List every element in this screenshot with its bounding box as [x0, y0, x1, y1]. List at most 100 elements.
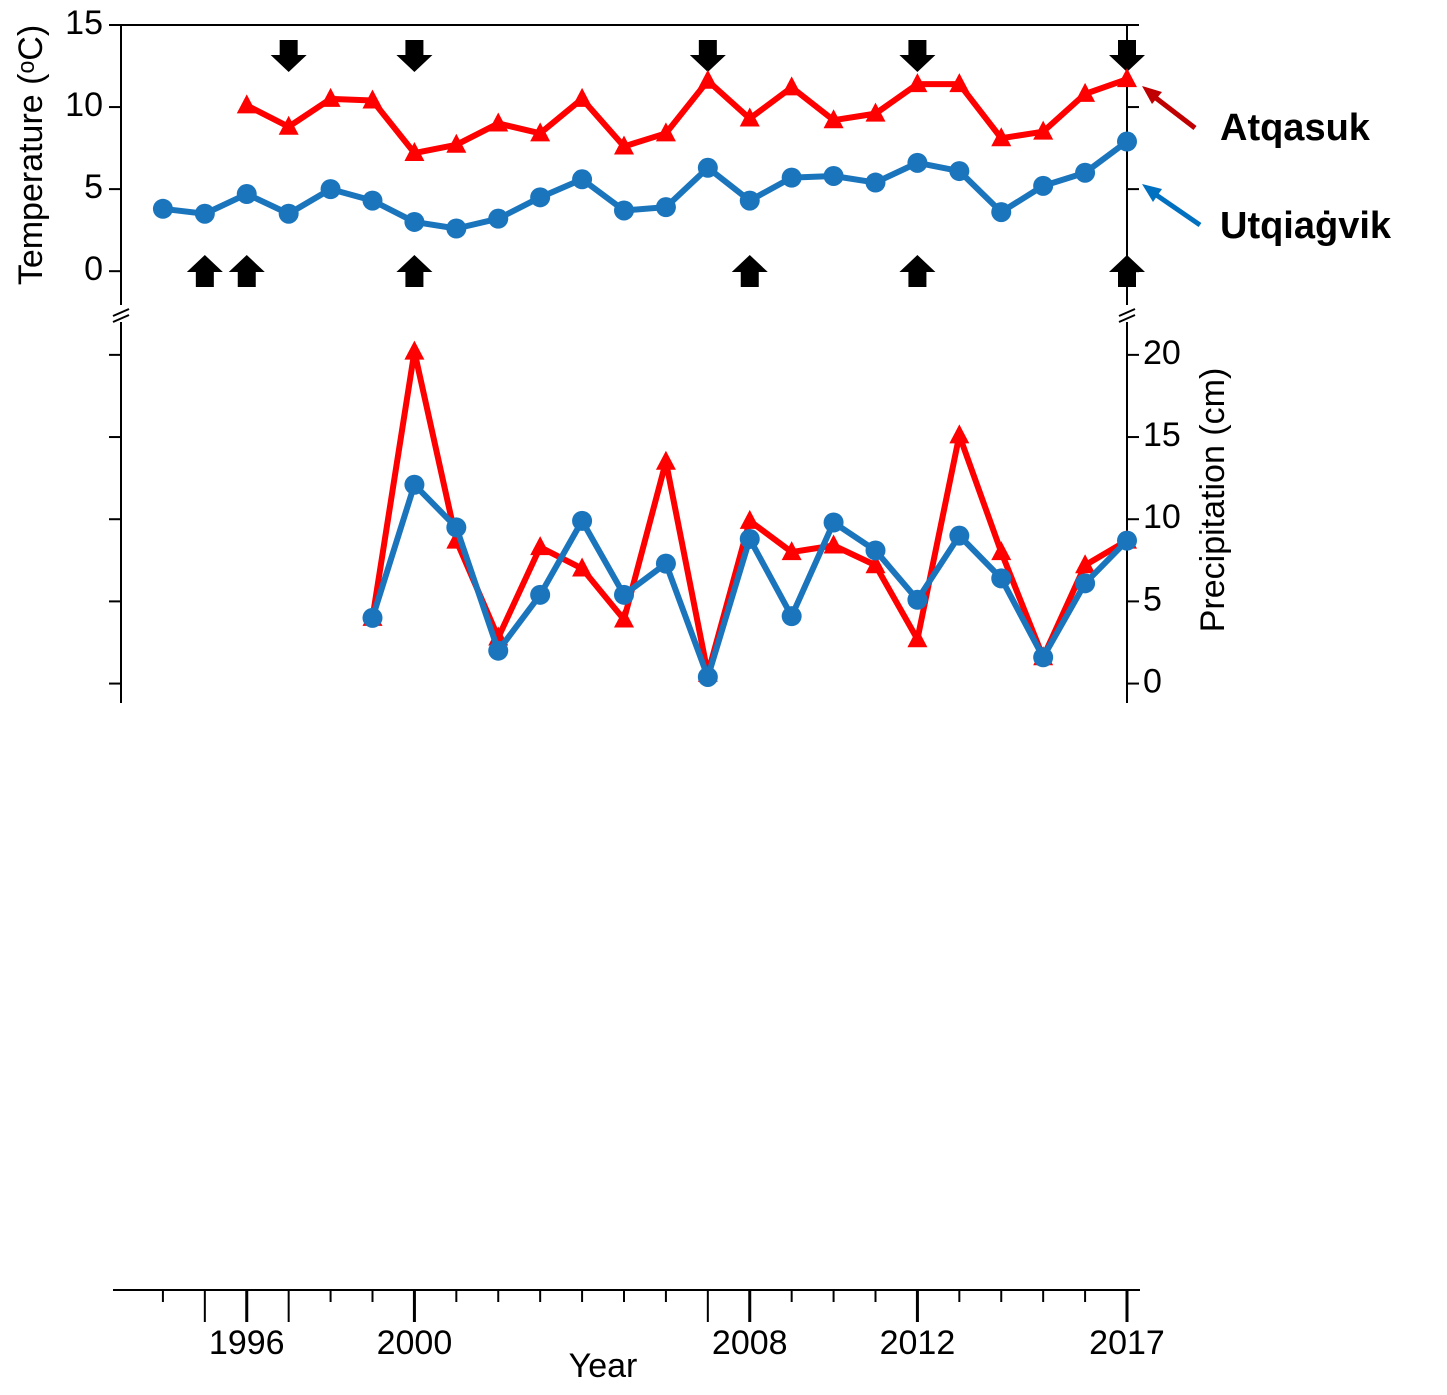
point [404, 142, 425, 162]
point [655, 122, 676, 142]
point [739, 528, 760, 549]
point [949, 424, 970, 444]
point [320, 179, 341, 200]
pointer-head [1142, 86, 1162, 104]
y2-axis-label: Precipitation (cm) [1194, 368, 1232, 633]
point [488, 208, 509, 229]
x-tick-label: 2000 [377, 1324, 453, 1362]
axis-break [112, 308, 130, 323]
point [655, 197, 676, 218]
point [614, 584, 634, 605]
point [1075, 82, 1096, 102]
point [572, 557, 593, 577]
series-label: Atqasuk [1220, 107, 1371, 149]
point [614, 608, 634, 628]
point [907, 589, 928, 610]
point [739, 107, 760, 127]
series-line [245, 76, 1128, 157]
point [530, 187, 551, 208]
point [1075, 554, 1096, 574]
axes-frame [112, 24, 1140, 1291]
point [488, 112, 509, 132]
point [320, 87, 341, 107]
axis-break [1118, 308, 1136, 323]
point [572, 169, 593, 190]
annotation-arrows [1142, 86, 1202, 228]
y-tick-label: 5 [84, 168, 103, 206]
y2-tick-label: 5 [1143, 580, 1162, 618]
y2-tick-label: 0 [1143, 663, 1162, 701]
up-arrow [731, 255, 768, 287]
up-arrow [396, 255, 433, 287]
point [404, 474, 425, 495]
point [739, 509, 760, 529]
point [949, 525, 970, 546]
down-arrow [899, 40, 936, 72]
point [781, 541, 802, 561]
point [404, 211, 425, 232]
y-tick-label: 15 [65, 4, 103, 42]
point [823, 534, 844, 554]
point [907, 73, 928, 93]
x-axis-label: Year [569, 1347, 638, 1385]
y-tick-label: 0 [84, 250, 103, 288]
point [655, 553, 676, 574]
point [991, 202, 1012, 223]
point [907, 628, 928, 648]
up-arrow [899, 255, 936, 287]
point [488, 640, 509, 661]
point [572, 87, 593, 107]
up-arrow [186, 255, 223, 287]
point [278, 203, 299, 224]
x-tick-label: 2017 [1089, 1324, 1165, 1362]
point [865, 540, 886, 561]
point [865, 102, 886, 122]
point [572, 510, 593, 531]
series-line [162, 139, 1129, 232]
down-arrow [1109, 40, 1145, 72]
point [697, 666, 718, 687]
point [781, 76, 802, 96]
point [446, 218, 467, 239]
x-tick-label: 1996 [209, 1324, 285, 1362]
pointer-head [1142, 184, 1162, 202]
point [278, 115, 299, 135]
point [865, 172, 886, 193]
point [823, 109, 844, 129]
point [949, 161, 970, 182]
point [865, 554, 886, 574]
up-arrow [228, 255, 265, 287]
y-axis-label: Temperature (ᵒC) [12, 25, 50, 285]
point [362, 607, 383, 628]
point [697, 69, 718, 89]
point [781, 167, 802, 188]
point [530, 584, 551, 605]
up-arrow [1109, 255, 1145, 287]
point [1033, 647, 1054, 668]
point [697, 157, 718, 178]
point [530, 122, 551, 142]
point [362, 89, 383, 109]
point [1033, 175, 1054, 196]
point [823, 165, 844, 186]
point [194, 203, 215, 224]
pointer-line [1150, 93, 1197, 130]
down-arrow [396, 40, 433, 72]
point [1117, 530, 1137, 551]
point [655, 450, 676, 470]
point [781, 606, 802, 627]
point [739, 190, 760, 211]
point [236, 184, 257, 205]
point [949, 73, 970, 93]
point [991, 127, 1012, 147]
y2-tick-label: 10 [1143, 498, 1181, 536]
pointer-line [1150, 189, 1202, 228]
point [446, 517, 467, 538]
point [1075, 573, 1096, 594]
series-label: Utqiaġvik [1220, 205, 1392, 247]
x-tick-label: 2012 [880, 1324, 956, 1362]
point [236, 94, 257, 114]
y-tick-label: 10 [65, 86, 103, 124]
down-arrow [270, 40, 307, 72]
y2-tick-label: 20 [1143, 334, 1181, 372]
